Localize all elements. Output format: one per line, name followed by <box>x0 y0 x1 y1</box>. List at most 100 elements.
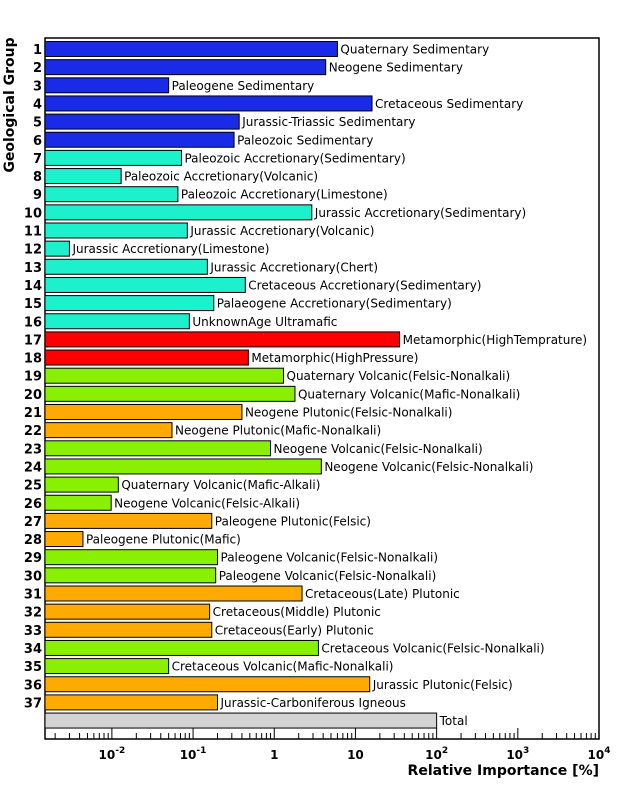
bar-label: Paleozoic Accretionary(Limestone) <box>181 188 388 202</box>
bar-label: Jurassic-Triassic Sedimentary <box>241 115 415 129</box>
bar-label: Neogene Volcanic(Felsic-Nonalkali) <box>324 460 533 474</box>
group-number-label: 15 <box>24 297 42 312</box>
bar-row: Neogene Plutonic(Felsic-Nonalkali) 21 <box>24 404 452 421</box>
bar-label: Paleozoic Accretionary(Sedimentary) <box>184 151 405 165</box>
bar-row: Cretaceous Volcanic(Felsic-Nonalkali) 34 <box>24 639 545 657</box>
bar <box>44 77 170 94</box>
bar-row: Cretaceous(Early) Plutonic 33 <box>24 621 374 639</box>
bar <box>44 567 217 584</box>
group-number-label: 9 <box>33 188 42 203</box>
group-number-label: 32 <box>24 606 42 621</box>
group-number-label: 17 <box>24 333 42 348</box>
y-axis-title: Geological Group <box>2 37 18 172</box>
bar-row: Neogene Volcanic(Felsic-Nonalkali) 23 <box>24 440 483 457</box>
bar-row: Cretaceous(Middle) Plutonic 32 <box>24 603 381 621</box>
bar <box>44 549 219 566</box>
bar-label: Metamorphic(HighTemprature) <box>403 333 588 347</box>
bar <box>44 349 249 366</box>
bar <box>44 313 190 330</box>
group-number-label: 21 <box>24 406 42 421</box>
bar-row: Cretaceous Volcanic(Mafic-Nonalkali) 35 <box>24 658 393 675</box>
bar <box>44 113 240 130</box>
bar-label: Neogene Volcanic(Felsic-Alkali) <box>114 496 300 510</box>
group-number-label: 36 <box>24 678 42 693</box>
group-number-label: 18 <box>24 352 42 367</box>
bar-label: Paleogene Sedimentary <box>172 79 315 93</box>
bar-row: Neogene Plutonic(Mafic-Nonalkali) 22 <box>24 422 381 439</box>
bar-label: Jurassic Accretionary(Volcanic) <box>189 224 374 238</box>
bar-label: Metamorphic(HighPressure) <box>251 351 418 365</box>
bar-row: Jurassic-Carboniferous Igneous 37 <box>24 694 406 711</box>
bar <box>44 621 213 638</box>
group-number-label: 24 <box>24 460 42 475</box>
bar-row: Jurassic-Triassic Sedimentary 5 <box>33 113 415 131</box>
bar-row: Metamorphic(HighTemprature) 17 <box>24 331 588 348</box>
group-number-label: 10 <box>24 206 42 221</box>
bar-row: Paleogene Plutonic(Felsic) 27 <box>24 512 371 530</box>
bar <box>44 531 84 548</box>
bar-label: Jurassic Accretionary(Sedimentary) <box>314 206 526 220</box>
bar <box>44 240 70 257</box>
bar <box>44 59 327 76</box>
bar-row: Quaternary Volcanic(Felsic-Nonalkali) 19 <box>24 367 510 385</box>
bar <box>44 204 313 221</box>
bar <box>44 676 371 693</box>
bar-label: UnknownAge Ultramafic <box>192 315 337 329</box>
bar-row: Neogene Volcanic(Felsic-Alkali) 26 <box>24 494 300 512</box>
bar-label: Cretaceous(Late) Plutonic <box>305 587 460 601</box>
bar <box>44 585 303 602</box>
group-number-label: 19 <box>24 370 42 385</box>
bar-row: Neogene Sedimentary 2 <box>33 59 463 76</box>
group-number-label: 23 <box>24 442 42 457</box>
bar-label: Paleogene Volcanic(Felsic-Nonalkali) <box>221 551 439 565</box>
bar-label: Jurassic Accretionary(Chert) <box>209 260 378 274</box>
group-number-label: 30 <box>24 569 42 584</box>
x-tick-label: 104 <box>588 746 611 762</box>
bar-row: Total <box>44 712 468 729</box>
bar-row: Jurassic Accretionary(Volcanic) 11 <box>24 222 374 240</box>
bar <box>44 385 296 402</box>
bar-row: Paleozoic Accretionary(Sedimentary) 7 <box>33 149 406 167</box>
bar-row: Jurassic Accretionary(Sedimentary) 10 <box>24 204 526 221</box>
bar-label: Quaternary Volcanic(Mafic-Alkali) <box>121 478 320 492</box>
bar-label: Neogene Sedimentary <box>329 61 463 75</box>
bar-label: Neogene Plutonic(Mafic-Nonalkali) <box>175 424 381 438</box>
bar-row: UnknownAge Ultramafic 16 <box>24 313 337 330</box>
bar <box>44 603 211 620</box>
bar <box>44 331 401 348</box>
bar-label: Cretaceous Sedimentary <box>375 97 523 111</box>
x-tick-label: 103 <box>506 746 529 762</box>
group-number-label: 28 <box>24 533 42 548</box>
group-number-label: 2 <box>33 61 42 76</box>
bar-label: Jurassic Accretionary(Limestone) <box>71 242 269 256</box>
bar-label: Paleozoic Sedimentary <box>237 133 373 147</box>
x-axis: 10-2 10-1 1 10 102 103 104 <box>54 728 611 762</box>
bar <box>44 712 438 729</box>
bar <box>44 404 243 420</box>
group-number-label: 34 <box>24 642 42 657</box>
bar-row: Jurassic Plutonic(Felsic) 36 <box>24 676 513 693</box>
group-number-label: 25 <box>24 479 42 494</box>
bar <box>44 367 285 384</box>
bar-label: Cretaceous(Early) Plutonic <box>215 623 374 637</box>
bar-label: Quaternary Sedimentary <box>340 43 489 57</box>
group-number-label: 29 <box>24 551 42 566</box>
bar <box>44 186 179 203</box>
group-number-label: 26 <box>24 497 42 512</box>
group-number-label: 35 <box>24 660 42 675</box>
bar-row: Paleozoic Sedimentary 6 <box>33 131 373 149</box>
bar-label: Paleogene Volcanic(Felsic-Nonalkali) <box>219 569 437 583</box>
bar <box>44 694 219 711</box>
group-number-label: 20 <box>24 388 42 403</box>
bar-label: Neogene Plutonic(Felsic-Nonalkali) <box>245 406 452 420</box>
bar-label: Palaeogene Accretionary(Sedimentary) <box>217 297 452 311</box>
bar-label: Total <box>439 714 468 728</box>
group-number-label: 31 <box>24 588 42 603</box>
bar <box>44 422 173 439</box>
group-number-label: 22 <box>24 424 42 439</box>
x-tick-label: 1 <box>270 748 278 762</box>
group-number-label: 4 <box>33 97 42 112</box>
bar-row: Paleogene Plutonic(Mafic) 28 <box>24 531 241 548</box>
